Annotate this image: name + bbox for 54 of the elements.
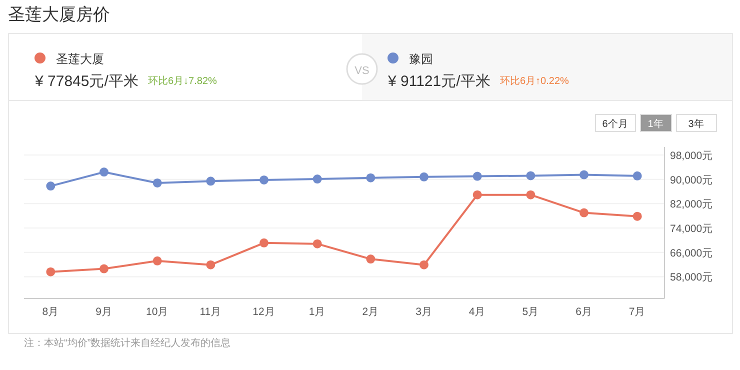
x-tick-label: 7月 [628, 306, 646, 318]
text: 3年 [688, 118, 704, 130]
chart-title: 圣莲大厦房价 [8, 5, 110, 24]
y-tick-label: 90,000元 [670, 174, 714, 186]
point [100, 168, 108, 177]
text: ¥ 91121元/平米 [387, 73, 490, 90]
legend-label: 豫园 [409, 52, 433, 66]
legend-label: 圣莲大厦 [56, 52, 104, 66]
y-tick-label: 66,000元 [670, 247, 714, 260]
x-tick-label: 3月 [416, 306, 432, 318]
point [526, 190, 536, 200]
point [632, 212, 642, 221]
y-tick-label: 98,000元 [670, 150, 714, 162]
text: ¥ 77845元/平米 [34, 73, 138, 90]
point [312, 174, 322, 184]
y-tick-label: 58,000元 [670, 272, 714, 284]
text: 6个月 [602, 118, 628, 130]
point [420, 172, 428, 182]
point [100, 264, 108, 274]
x-tick-label: 4月 [468, 306, 486, 318]
point [580, 170, 588, 180]
text: 环比6月↑0.22% [500, 75, 570, 87]
x-tick-label: 6月 [576, 306, 592, 318]
x-tick-label: 10月 [146, 306, 169, 318]
point [420, 260, 428, 270]
point [632, 171, 642, 180]
point [46, 182, 56, 191]
x-tick-label: 2月 [362, 306, 380, 318]
x-tick-label: 8月 [42, 306, 60, 318]
text: 1年 [648, 118, 664, 130]
point [206, 260, 216, 270]
x-tick-label: 1月 [308, 306, 326, 318]
x-tick-label: 5月 [522, 306, 540, 318]
text: 注：本站“均价”数据统计来自经纪人发布的信息 [24, 337, 231, 349]
point [580, 208, 588, 218]
x-tick-label: 9月 [96, 306, 112, 318]
point [312, 239, 322, 248]
point [152, 256, 162, 266]
point [472, 172, 482, 181]
point [46, 267, 56, 276]
point [366, 254, 376, 264]
y-tick-label: 74,000元 [670, 223, 714, 236]
text: 环比6月↓7.82% [148, 75, 218, 87]
point [260, 238, 268, 248]
point [526, 171, 536, 180]
point [152, 178, 162, 188]
point [260, 175, 268, 184]
x-tick-label: 12月 [252, 306, 276, 318]
point [366, 173, 376, 182]
point [206, 176, 216, 186]
point [472, 190, 482, 200]
text: VS [354, 65, 370, 77]
y-tick-label: 82,000元 [670, 198, 714, 211]
x-tick-label: 11月 [200, 306, 222, 318]
